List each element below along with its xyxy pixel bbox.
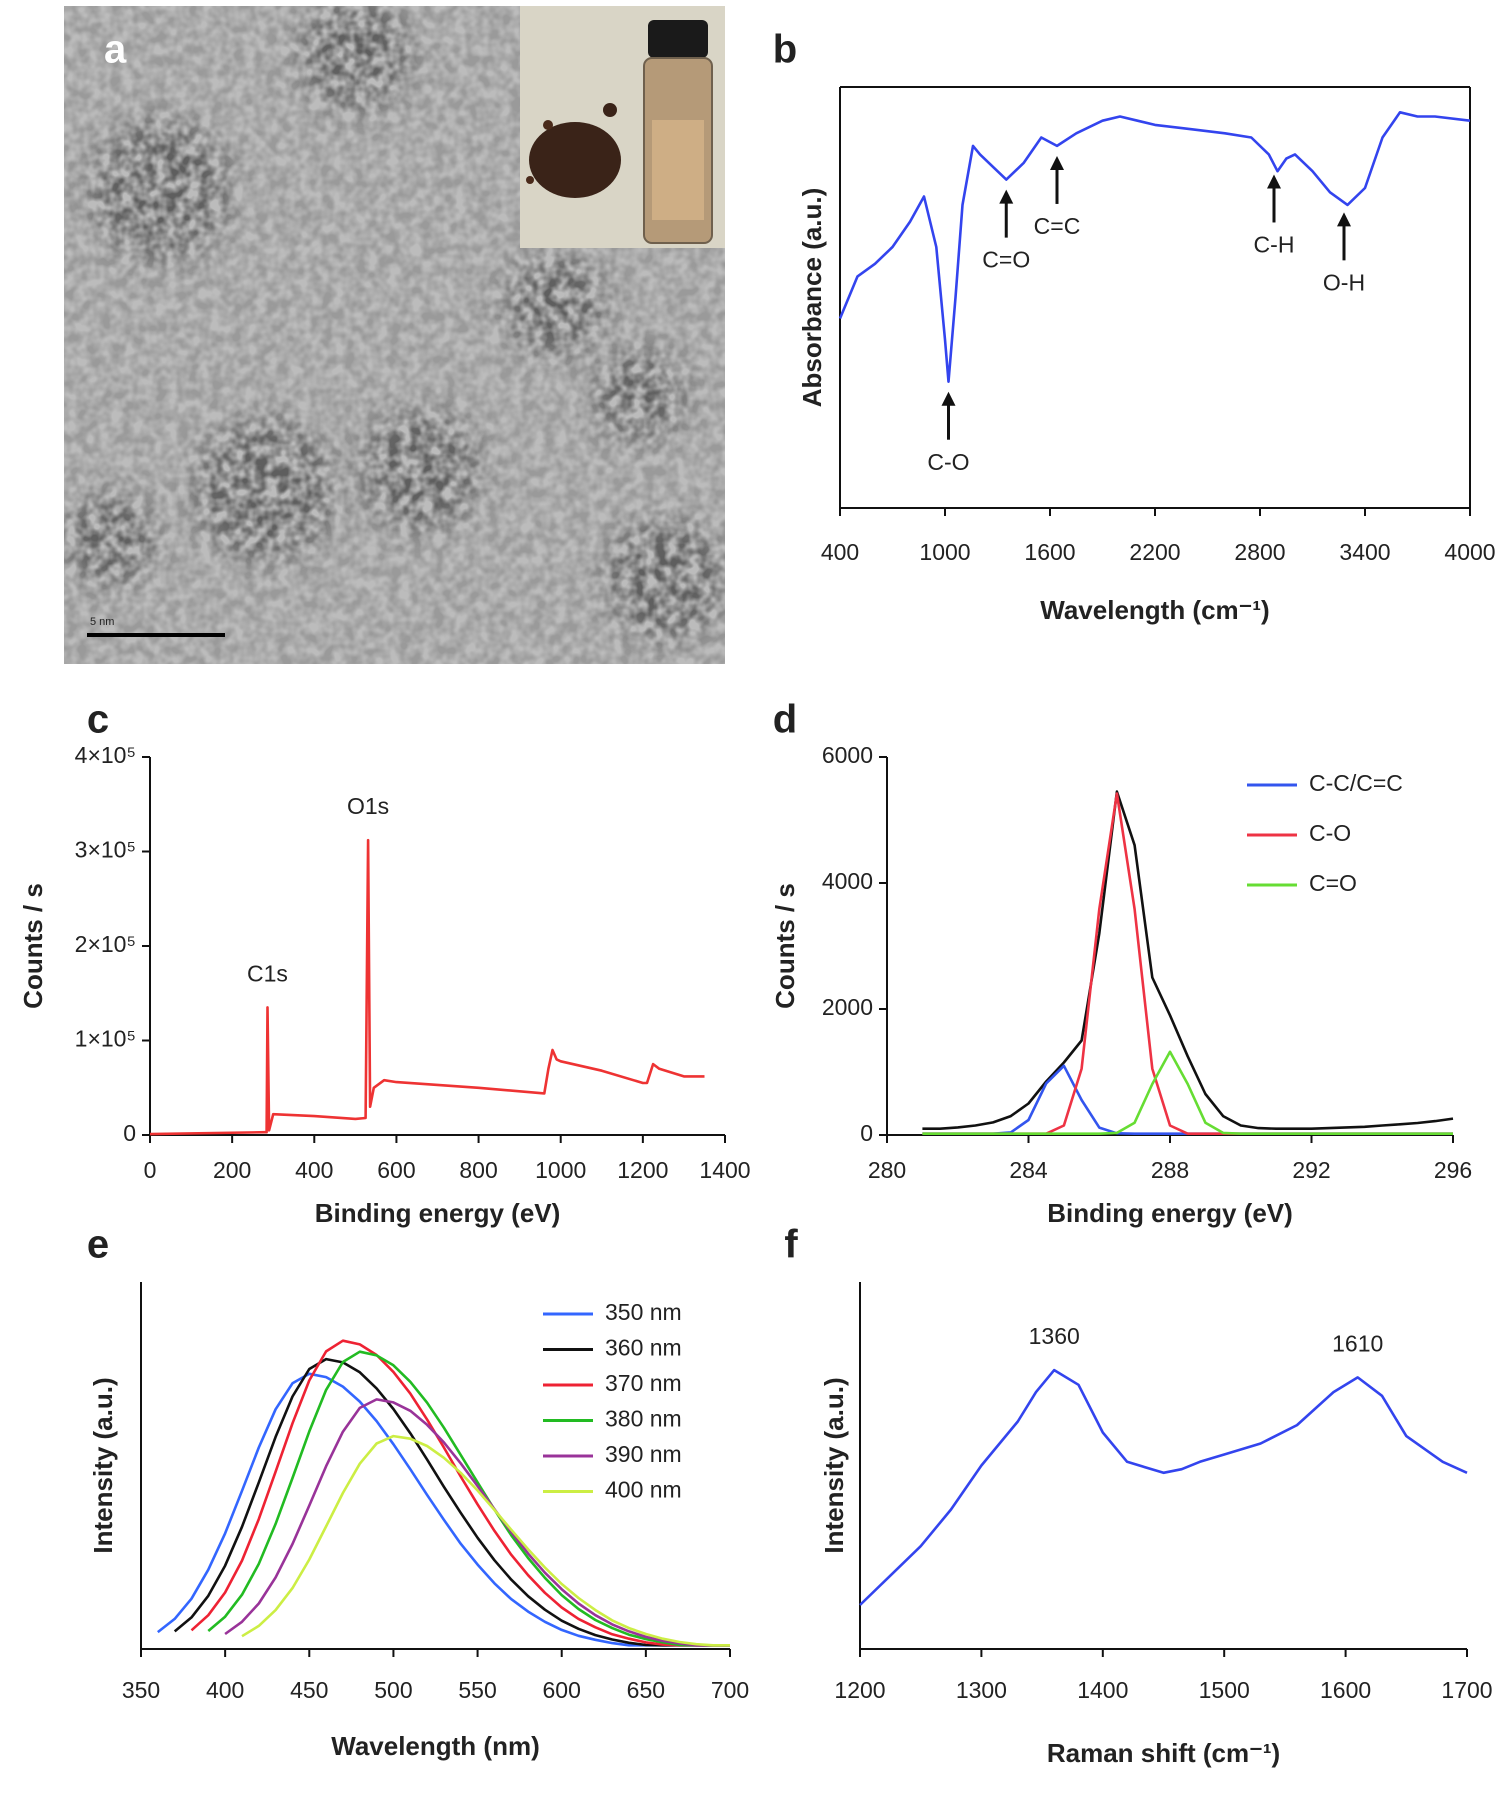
annotation: C1s bbox=[247, 961, 288, 987]
x-tick-label: 1000 bbox=[535, 1157, 586, 1183]
x-tick-label: 1700 bbox=[1441, 1677, 1492, 1703]
x-tick-label: 1600 bbox=[1024, 539, 1075, 565]
x-tick-label: 4000 bbox=[1444, 539, 1495, 565]
y-tick-label: 4×10⁵ bbox=[75, 742, 136, 768]
annotation-arrowhead bbox=[999, 189, 1014, 204]
panel-letter: f bbox=[784, 1223, 798, 1267]
data-line bbox=[922, 790, 1454, 1130]
x-tick-label: 800 bbox=[459, 1157, 497, 1183]
legend-label: 380 nm bbox=[605, 1406, 682, 1432]
annotation: O1s bbox=[347, 793, 389, 819]
data-line bbox=[838, 111, 1471, 383]
y-tick-label: 0 bbox=[123, 1120, 136, 1146]
x-tick-label: 600 bbox=[377, 1157, 415, 1183]
annotation: 1360 bbox=[1029, 1323, 1080, 1349]
x-axis-title: Binding energy (eV) bbox=[315, 1198, 561, 1228]
legend-label: 400 nm bbox=[605, 1477, 682, 1503]
x-tick-label: 1200 bbox=[834, 1677, 885, 1703]
x-tick-label: 350 bbox=[122, 1677, 160, 1703]
x-tick-label: 650 bbox=[627, 1677, 665, 1703]
x-tick-label: 1400 bbox=[699, 1157, 750, 1183]
x-axis-title: Binding energy (eV) bbox=[1047, 1198, 1293, 1228]
legend-label: 370 nm bbox=[605, 1370, 682, 1396]
x-tick-label: 1400 bbox=[1077, 1677, 1128, 1703]
data-line bbox=[190, 1339, 730, 1647]
x-tick-label: 0 bbox=[144, 1157, 157, 1183]
x-tick-label: 3400 bbox=[1339, 539, 1390, 565]
panel-letter: b bbox=[773, 28, 797, 72]
x-tick-label: 400 bbox=[821, 539, 859, 565]
x-axis-title: Raman shift (cm⁻¹) bbox=[1047, 1738, 1280, 1768]
x-tick-label: 280 bbox=[868, 1157, 906, 1183]
x-tick-label: 1600 bbox=[1320, 1677, 1371, 1703]
legend-label: 350 nm bbox=[605, 1299, 682, 1325]
panel-letter: d bbox=[773, 698, 797, 742]
x-tick-label: 288 bbox=[1151, 1157, 1189, 1183]
x-tick-label: 400 bbox=[295, 1157, 333, 1183]
annotation: C-O bbox=[927, 449, 969, 475]
x-tick-label: 1200 bbox=[617, 1157, 668, 1183]
x-tick-label: 296 bbox=[1434, 1157, 1472, 1183]
scale-bar-label: 5 nm bbox=[90, 616, 114, 628]
y-tick-label: 6000 bbox=[822, 742, 873, 768]
data-line bbox=[173, 1357, 730, 1647]
data-line bbox=[859, 1368, 1468, 1606]
legend-label: 390 nm bbox=[605, 1441, 682, 1467]
y-axis-title: Intensity (a.u.) bbox=[88, 1377, 118, 1553]
x-tick-label: 1500 bbox=[1199, 1677, 1250, 1703]
data-line bbox=[207, 1350, 730, 1647]
x-tick-label: 600 bbox=[543, 1677, 581, 1703]
y-tick-label: 1×10⁵ bbox=[75, 1026, 136, 1052]
inset-photo bbox=[520, 6, 725, 248]
data-line bbox=[224, 1398, 730, 1647]
x-tick-label: 1300 bbox=[956, 1677, 1007, 1703]
legend-label: C=O bbox=[1309, 870, 1357, 896]
x-tick-label: 292 bbox=[1292, 1157, 1330, 1183]
y-axis-title: Absorbance (a.u.) bbox=[797, 188, 827, 408]
legend-label: C-O bbox=[1309, 820, 1351, 846]
annotation-arrowhead bbox=[1337, 212, 1351, 227]
legend-label: C-C/C=C bbox=[1309, 770, 1403, 796]
annotation: 1610 bbox=[1332, 1330, 1383, 1356]
annotation-arrowhead bbox=[941, 391, 956, 406]
y-tick-label: 4000 bbox=[822, 868, 873, 894]
annotation-arrowhead bbox=[1050, 155, 1064, 170]
panel-letter: e bbox=[87, 1223, 109, 1267]
y-tick-label: 3×10⁵ bbox=[75, 837, 136, 863]
data-line bbox=[156, 1372, 730, 1647]
x-tick-label: 400 bbox=[206, 1677, 244, 1703]
y-axis-title: Counts / s bbox=[770, 883, 800, 1009]
y-tick-label: 0 bbox=[860, 1120, 873, 1146]
y-tick-label: 2000 bbox=[822, 994, 873, 1020]
x-tick-label: 500 bbox=[374, 1677, 412, 1703]
panel-letter: a bbox=[104, 28, 127, 72]
annotation: C-H bbox=[1254, 232, 1295, 258]
annotation: O-H bbox=[1323, 269, 1365, 295]
x-axis-title: Wavelength (cm⁻¹) bbox=[1040, 595, 1269, 625]
data-line bbox=[922, 1064, 1453, 1135]
x-tick-label: 700 bbox=[711, 1677, 749, 1703]
legend-label: 360 nm bbox=[605, 1335, 682, 1361]
annotation-arrowhead bbox=[1267, 174, 1281, 189]
y-tick-label: 2×10⁵ bbox=[75, 931, 136, 957]
data-line bbox=[241, 1434, 730, 1647]
x-tick-label: 284 bbox=[1009, 1157, 1048, 1183]
x-tick-label: 1000 bbox=[919, 539, 970, 565]
y-axis-title: Counts / s bbox=[18, 883, 48, 1009]
panel-letter: c bbox=[87, 698, 109, 742]
x-tick-label: 200 bbox=[213, 1157, 251, 1183]
x-tick-label: 2800 bbox=[1234, 539, 1285, 565]
annotation: C=O bbox=[982, 247, 1030, 273]
x-tick-label: 2200 bbox=[1129, 539, 1180, 565]
data-line bbox=[922, 1050, 1453, 1135]
x-tick-label: 550 bbox=[458, 1677, 496, 1703]
annotation: C=C bbox=[1034, 213, 1081, 239]
y-axis-title: Intensity (a.u.) bbox=[819, 1377, 849, 1553]
data-line bbox=[149, 838, 705, 1136]
x-axis-title: Wavelength (nm) bbox=[331, 1731, 539, 1761]
x-tick-label: 450 bbox=[290, 1677, 328, 1703]
